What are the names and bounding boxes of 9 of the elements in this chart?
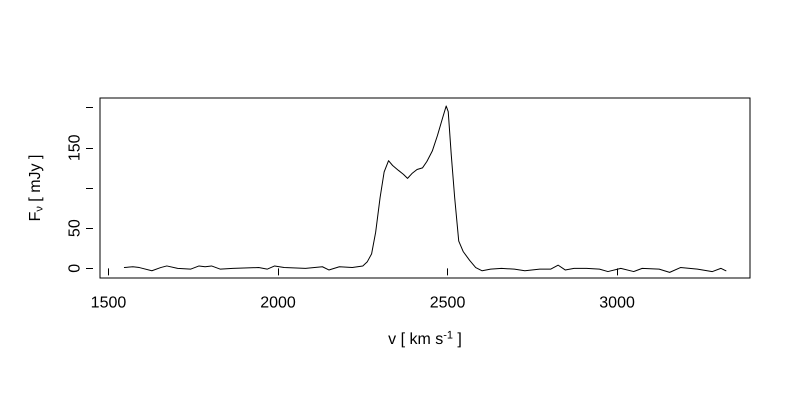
x-tick-label: 2000 <box>260 294 296 312</box>
x-tick-label: 1500 <box>90 294 126 312</box>
y-tick-label: 0 <box>66 264 84 273</box>
x-tick-label: 2500 <box>430 294 466 312</box>
x-tick-label: 3000 <box>599 294 635 312</box>
y-axis-title: Fν [ mJy ] <box>27 154 46 222</box>
y-tick-label: 150 <box>66 134 84 162</box>
y-tick-label: 50 <box>66 219 84 238</box>
line-series <box>124 106 726 273</box>
